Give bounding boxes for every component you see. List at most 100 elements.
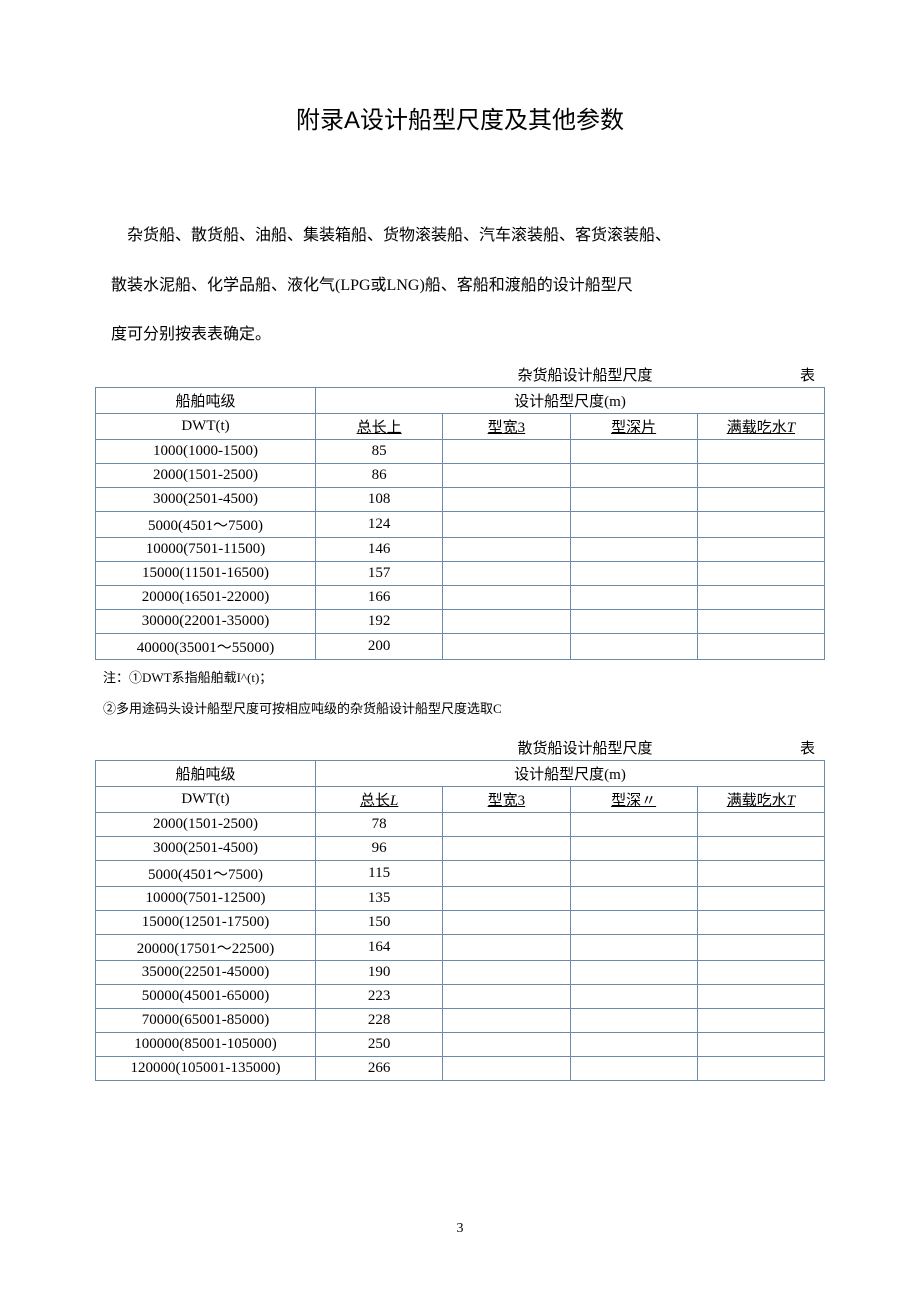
table2-cell-t [697,1032,824,1056]
table2-cell-len: 164 [316,934,443,960]
table2-cell-d [570,1056,697,1080]
table-row: 3000(2501-4500)108 [96,487,825,511]
intro-paragraph-3: 度可分别按表表确定。 [95,314,825,356]
table1-cell-t [697,633,824,659]
table2-cell-len: 78 [316,812,443,836]
table-row: 5000(4501～7500)115 [96,860,825,886]
table1-cell-d [570,585,697,609]
table1-cell-dwt: 30000(22001-35000) [96,609,316,633]
table1-cell-d [570,561,697,585]
table1-cell-len: 124 [316,511,443,537]
table2-h2-col4: 型深〃 [570,786,697,812]
table2-cell-dwt: 120000(105001-135000) [96,1056,316,1080]
table2-cell-t [697,960,824,984]
table2-cell-b [443,960,570,984]
table2-cell-d [570,836,697,860]
table1-h1-col1: 船舶吨级 [96,387,316,413]
table-row: 1000(1000-1500)85 [96,439,825,463]
table-row: 120000(105001-135000)266 [96,1056,825,1080]
table1-cell-d [570,463,697,487]
table1-h2-col3: 型宽3 [443,413,570,439]
table2-h2-col3: 型宽3 [443,786,570,812]
table2-cell-dwt: 70000(65001-85000) [96,1008,316,1032]
table1-cell-len: 157 [316,561,443,585]
table2-cell-len: 223 [316,984,443,1008]
table2-cell-dwt: 3000(2501-4500) [96,836,316,860]
table2-cell-len: 266 [316,1056,443,1080]
table1-cell-d [570,609,697,633]
table2-caption-row: 散货船设计船型尺度 表 [95,737,825,760]
intro-paragraph-1: 杂货船、散货船、油船、集装箱船、货物滚装船、汽车滚装船、客货滚装船、 [95,215,825,257]
table1-cell-dwt: 2000(1501-2500) [96,463,316,487]
table2-cell-t [697,934,824,960]
table-row: 35000(22501-45000)190 [96,960,825,984]
table2-cell-b [443,1056,570,1080]
table2-cell-t [697,1008,824,1032]
table2-cell-d [570,1032,697,1056]
table2-cell-b [443,934,570,960]
table2-cell-len: 150 [316,910,443,934]
table2-cell-len: 115 [316,860,443,886]
table1-cell-dwt: 15000(11501-16500) [96,561,316,585]
table2-cell-b [443,1008,570,1032]
intro-paragraph-2: 散装水泥船、化学品船、液化气(LPG或LNG)船、客船和渡船的设计船型尺 [95,265,825,307]
table1-header-row1: 船舶吨级 设计船型尺度(m) [96,387,825,413]
table-row: 40000(35001〜55000)200 [96,633,825,659]
table2-cell-len: 135 [316,886,443,910]
table2-cell-len: 190 [316,960,443,984]
table1-cell-b [443,511,570,537]
table1-cell-t [697,585,824,609]
table-row: 50000(45001-65000)223 [96,984,825,1008]
table1-cell-len: 200 [316,633,443,659]
table1-cell-dwt: 40000(35001〜55000) [96,633,316,659]
table1-h2-col5: 满载吃水T [697,413,824,439]
table2-caption-tag: 表 [755,737,815,758]
table1-cell-len: 192 [316,609,443,633]
table2-cell-d [570,960,697,984]
table1: 船舶吨级 设计船型尺度(m) DWT(t) 总长上 型宽3 型深片 满载吃水T … [95,387,825,660]
table1-cell-d [570,511,697,537]
table-row: 30000(22001-35000)192 [96,609,825,633]
table1-caption: 杂货船设计船型尺度 [415,364,755,385]
table1-h1-col2: 设计船型尺度(m) [316,387,825,413]
table-row: 100000(85001-105000)250 [96,1032,825,1056]
table1-cell-dwt: 10000(7501-11500) [96,537,316,561]
table-row: 10000(7501-11500)146 [96,537,825,561]
table2-cell-d [570,860,697,886]
note1: 注：①DWT系指船舶载I^(t)； [103,666,825,689]
table1-cell-t [697,561,824,585]
table-row: 15000(12501-17500)150 [96,910,825,934]
table1-cell-b [443,561,570,585]
table2-h2-col2: 总长L [316,786,443,812]
table1-h2-col1: DWT(t) [96,413,316,439]
table2-caption: 散货船设计船型尺度 [415,737,755,758]
table-row: 15000(11501-16500)157 [96,561,825,585]
table1-cell-t [697,439,824,463]
table1-cell-t [697,463,824,487]
table1-cell-dwt: 3000(2501-4500) [96,487,316,511]
page-number: 3 [95,1221,825,1237]
table2: 船舶吨级 设计船型尺度(m) DWT(t) 总长L 型宽3 型深〃 满载吃水T … [95,760,825,1081]
table2-cell-t [697,836,824,860]
table1-cell-t [697,511,824,537]
table2-cell-b [443,836,570,860]
table1-header-row2: DWT(t) 总长上 型宽3 型深片 满载吃水T [96,413,825,439]
table-row: 2000(1501-2500)86 [96,463,825,487]
table2-cell-t [697,812,824,836]
table1-h2-col4: 型深片 [570,413,697,439]
table1-cell-t [697,487,824,511]
table2-cell-d [570,984,697,1008]
table2-cell-dwt: 15000(12501-17500) [96,910,316,934]
table2-cell-b [443,1032,570,1056]
table2-cell-dwt: 5000(4501～7500) [96,860,316,886]
table2-cell-b [443,910,570,934]
table2-h2-col1: DWT(t) [96,786,316,812]
table1-cell-len: 85 [316,439,443,463]
table1-cell-b [443,439,570,463]
table-row: 3000(2501-4500)96 [96,836,825,860]
table1-cell-d [570,633,697,659]
table-row: 20000(16501-22000)166 [96,585,825,609]
table1-cell-d [570,439,697,463]
table-row: 10000(7501-12500)135 [96,886,825,910]
table2-h1-col1: 船舶吨级 [96,760,316,786]
